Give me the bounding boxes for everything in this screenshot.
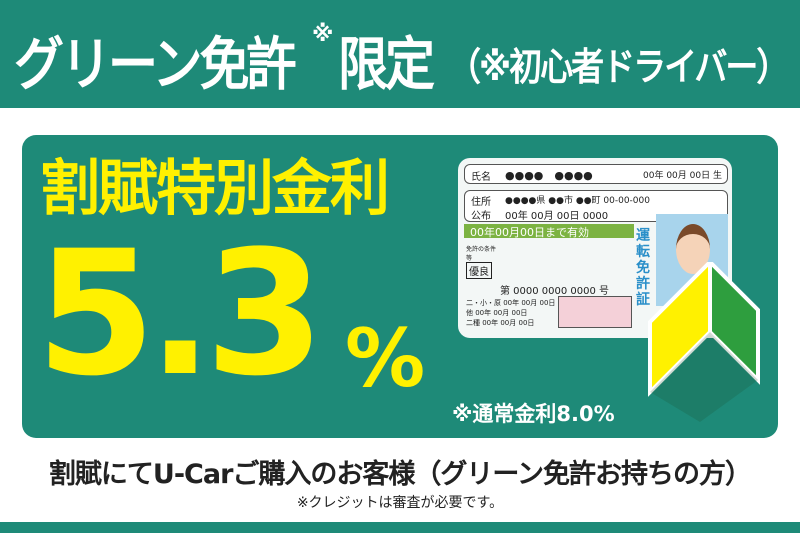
issue-value: 00年 00月 00日 0000 — [505, 211, 609, 222]
address-label: 住所 — [471, 197, 491, 208]
header-banner: グリーン免許 ※ 限定 （※初心者ドライバー） — [0, 0, 800, 108]
normal-rate-note: ※通常金利8.0% — [452, 402, 615, 426]
offer-percent: % — [345, 312, 426, 405]
title-limited: 限定 — [338, 31, 435, 98]
valid-until: 00年00月00日まで有効 — [464, 224, 634, 239]
address-row: 住所 ●●●●県 ●●市 ●●町 00-00-000 公布 00年 00月 00… — [464, 190, 728, 222]
name-row: 氏名 ●●●● ●●●● 00年 00月 00日 生 — [464, 164, 728, 184]
birth-date: 00年 00月 00日 生 — [643, 171, 722, 181]
date-row: 二・小・原 00年 00月 00日 — [466, 299, 556, 307]
license-vertical-title: 運転免許証 — [636, 228, 650, 308]
address-value: ●●●●県 ●●市 ●●町 00-00-000 — [505, 196, 650, 206]
date-row: 他 00年 00月 00日 — [466, 309, 528, 317]
category-grid — [558, 296, 632, 328]
date-row: 二種 00年 00月 00日 — [466, 319, 535, 327]
license-number: 第 0000 0000 0000 号 — [500, 286, 610, 297]
target-customers: 割賦にてU-Carご購入のお客様（グリーン免許お持ちの方） — [48, 459, 752, 490]
grade-badge: 優良 — [466, 262, 492, 279]
issue-label: 公布 — [471, 211, 491, 222]
photo — [656, 214, 728, 306]
conditions-label: 免許の条件等 — [466, 246, 497, 262]
bottom-stripe — [0, 522, 800, 533]
title-note: （※初心者ドライバー） — [448, 44, 789, 90]
beginner-mark-icon — [648, 262, 760, 422]
title-asterisk: ※ — [312, 22, 334, 47]
credit-note: ※クレジットは審査が必要です。 — [296, 495, 504, 511]
name-label: 氏名 — [471, 172, 491, 183]
offer-rate: 5.3 — [36, 213, 325, 414]
title-main: グリーン免許 — [14, 31, 296, 98]
name-value: ●●●● ●●●● — [505, 169, 593, 182]
offer-title: 割賦特別金利 — [40, 154, 390, 224]
